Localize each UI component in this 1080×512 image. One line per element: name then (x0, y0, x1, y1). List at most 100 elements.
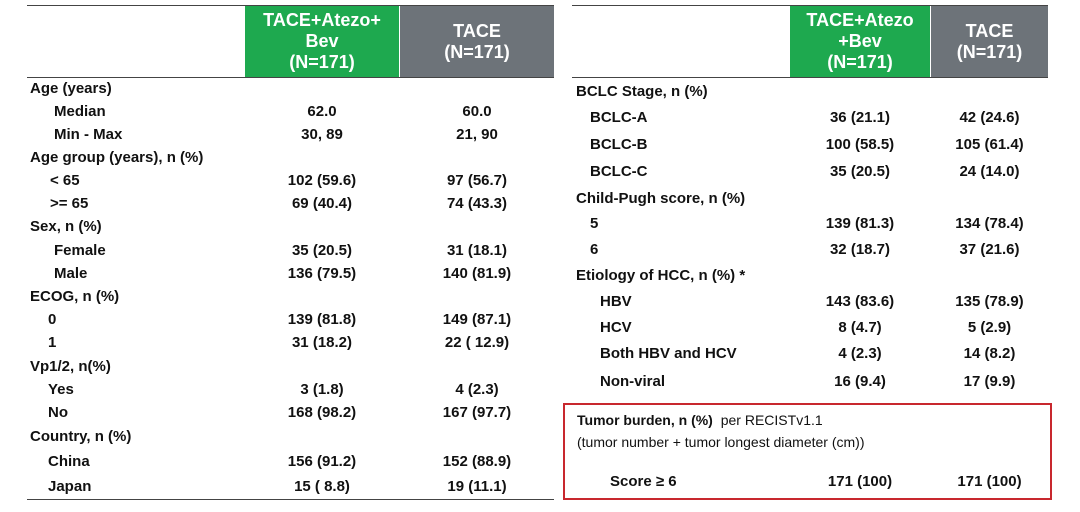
cell-tace: 42 (24.6) (959, 109, 1020, 126)
tumor-burden-box: Tumor burden, n (%) per RECISTv1.1 (tumo… (563, 403, 1052, 500)
tumor-burden-title-rest: per RECISTv1.1 (720, 412, 823, 428)
tumor-burden-subtitle: (tumor number + tumor longest diameter (… (577, 434, 865, 450)
tumor-burden-score-label: Score ≥ 6 (610, 473, 677, 490)
right-header-rule (572, 77, 1048, 78)
table-row: Child-Pugh score, n (%) (0, 188, 1080, 210)
row-label: BCLC-B (590, 136, 648, 153)
row-label: Japan (48, 478, 92, 495)
left-header-combo-text: TACE+Atezo+ Bev (N=171) (263, 10, 381, 72)
cell-tace: 140 (81.9) (442, 265, 512, 282)
cell-tace: 22 ( 12.9) (444, 334, 510, 351)
cell-combo: 35 (20.5) (291, 242, 353, 259)
row-label: Age group (years), n (%) (30, 149, 204, 166)
cell-tace: 21, 90 (456, 126, 498, 143)
right-header-combo: TACE+Atezo +Bev (N=171) (790, 6, 930, 77)
cell-combo: 30, 89 (301, 126, 343, 143)
row-label: >= 65 (50, 195, 89, 212)
cell-tace: 14 (8.2) (963, 345, 1016, 362)
table-row: 6 32 (18.7) 37 (21.6) (0, 239, 1080, 261)
row-label: 5 (590, 215, 599, 232)
row-label: Female (54, 242, 106, 259)
cell-combo: 36 (21.1) (829, 109, 891, 126)
row-label: HBV (600, 293, 632, 310)
row-label: Vp1/2, n(%) (30, 358, 111, 375)
cell-combo: 32 (18.7) (829, 241, 891, 258)
cell-combo: 143 (83.6) (825, 293, 895, 310)
cell-combo: 16 (9.4) (834, 373, 886, 390)
cell-tace: 152 (88.9) (442, 453, 512, 470)
table-row: HCV 8 (4.7) 5 (2.9) (0, 317, 1080, 339)
row-label: Male (54, 265, 88, 282)
table-row: Both HBV and HCV 4 (2.3) 14 (8.2) (0, 343, 1080, 365)
cell-combo: 139 (81.8) (287, 311, 357, 328)
table-row: Female 35 (20.5) 31 (18.1) (0, 240, 1080, 262)
table-row: Yes 3 (1.8) 4 (2.3) (0, 379, 1080, 401)
table-row: 1 31 (18.2) 22 ( 12.9) (0, 332, 1080, 354)
table-row: BCLC-C 35 (20.5) 24 (14.0) (0, 161, 1080, 183)
table-row: Vp1/2, n(%) (0, 356, 1080, 378)
cell-tace: 37 (21.6) (959, 241, 1020, 258)
cell-tace: 19 (11.1) (447, 478, 507, 495)
table-row: Age group (years), n (%) (0, 147, 1080, 169)
row-label: < 65 (50, 172, 80, 189)
row-label: Both HBV and HCV (600, 345, 737, 362)
cell-combo: 4 (2.3) (838, 345, 882, 362)
cell-combo: 100 (58.5) (825, 136, 895, 153)
row-label: Median (54, 103, 106, 120)
cell-combo: 168 (98.2) (287, 404, 357, 421)
cell-tace: 5 (2.9) (967, 319, 1012, 336)
row-label: Child-Pugh score, n (%) (576, 190, 746, 207)
row-label: HCV (600, 319, 632, 336)
table-row: Japan 15 ( 8.8) 19 (11.1) (0, 476, 1080, 498)
cell-tace: 105 (61.4) (955, 136, 1024, 153)
row-label: Yes (48, 381, 74, 398)
row-label: BCLC Stage, n (%) (576, 83, 708, 100)
table-row: BCLC-B 100 (58.5) 105 (61.4) (0, 134, 1080, 156)
row-label: 0 (48, 311, 57, 328)
row-label: 1 (48, 334, 57, 351)
table-row: 5 139 (81.3) 134 (78.4) (0, 213, 1080, 235)
row-label: China (48, 453, 90, 470)
table-row: 0 139 (81.8) 149 (87.1) (0, 309, 1080, 331)
row-label: Non-viral (600, 373, 666, 390)
tumor-burden-title-bold: Tumor burden, n (%) (577, 412, 713, 428)
row-label: Age (years) (30, 80, 112, 97)
left-header-rule (27, 77, 554, 78)
cell-tace: 4 (2.3) (455, 381, 499, 398)
row-label: Min - Max (54, 126, 123, 143)
table-row: HBV 143 (83.6) 135 (78.9) (0, 291, 1080, 313)
table-row: Etiology of HCC, n (%) * (0, 265, 1080, 287)
tumor-burden-score-tace: 171 (100) (957, 473, 1022, 490)
left-header-combo: TACE+Atezo+ Bev (N=171) (245, 6, 399, 77)
table-row: Sex, n (%) (0, 216, 1080, 238)
table-row: No 168 (98.2) 167 (97.7) (0, 402, 1080, 424)
table-row: Country, n (%) (0, 426, 1080, 448)
cell-combo: 139 (81.3) (825, 215, 895, 232)
cell-tace: 97 (56.7) (446, 172, 508, 189)
cell-tace: 167 (97.7) (442, 404, 512, 421)
cell-combo: 102 (59.6) (287, 172, 357, 189)
cell-combo: 136 (79.5) (287, 265, 357, 282)
table-row: Male 136 (79.5) 140 (81.9) (0, 263, 1080, 285)
row-label: BCLC-A (590, 109, 648, 126)
right-top-rule (572, 5, 1048, 6)
tumor-burden-score-combo: 171 (100) (827, 473, 893, 490)
cell-combo: 35 (20.5) (829, 163, 891, 180)
cell-tace: 74 (43.3) (446, 195, 508, 212)
tumor-burden-title: Tumor burden, n (%) per RECISTv1.1 (577, 412, 823, 428)
cell-combo: 31 (18.2) (291, 334, 353, 351)
table-row: Median 62.0 60.0 (0, 101, 1080, 123)
cell-tace: 17 (9.9) (963, 373, 1016, 390)
cell-tace: 60.0 (462, 103, 492, 120)
row-label: Etiology of HCC, n (%) * (576, 267, 746, 284)
cell-tace: 135 (78.9) (955, 293, 1024, 310)
left-header-tace: TACE (N=171) (400, 6, 554, 77)
row-label: Country, n (%) (30, 428, 132, 445)
cell-combo: 15 ( 8.8) (294, 478, 350, 495)
left-bottom-rule (27, 499, 554, 500)
left-top-rule (27, 5, 554, 6)
table-row: Non-viral 16 (9.4) 17 (9.9) (0, 371, 1080, 393)
table-row: ECOG, n (%) (0, 286, 1080, 308)
row-label: BCLC-C (590, 163, 648, 180)
row-label: 6 (590, 241, 599, 258)
